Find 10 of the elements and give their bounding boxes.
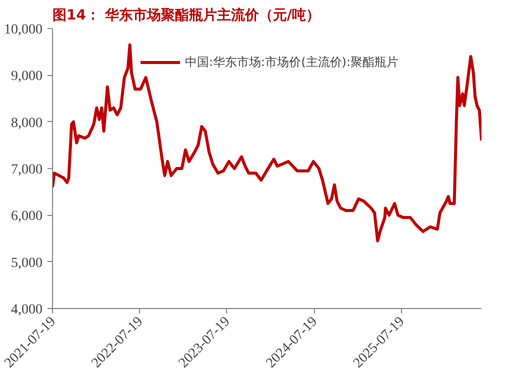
y-tick-label: 9,000 xyxy=(11,69,42,84)
chart-title: 图14： 华东市场聚酯瓶片主流价（元/吨） xyxy=(52,6,320,24)
y-tick-label: 5,000 xyxy=(11,256,42,271)
line-series xyxy=(52,43,482,242)
y-tick-label: 8,000 xyxy=(11,116,42,131)
y-tick-label: 10,000 xyxy=(4,22,42,38)
legend-label: 中国:华东市场:市场价(主流价):聚酯瓶片 xyxy=(185,54,398,70)
y-tick-label: 4,000 xyxy=(11,302,42,318)
y-tick-label: 6,000 xyxy=(11,209,42,224)
y-tick-label: 7,000 xyxy=(11,162,42,178)
